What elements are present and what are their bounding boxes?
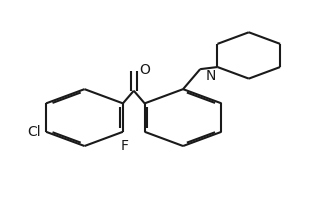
Text: O: O	[139, 63, 150, 77]
Text: F: F	[120, 138, 129, 153]
Text: N: N	[206, 69, 216, 83]
Text: Cl: Cl	[27, 125, 41, 139]
